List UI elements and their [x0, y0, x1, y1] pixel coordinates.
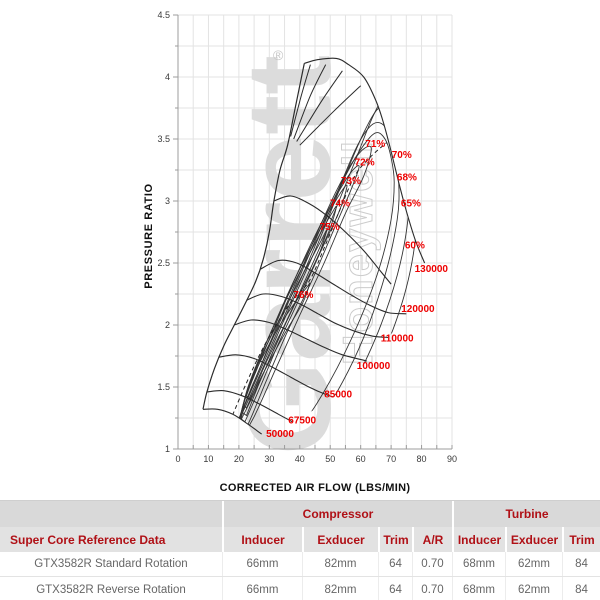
efficiency-contour-75pct: [243, 229, 328, 409]
honeywell-watermark: Honeywell: [334, 139, 381, 365]
table-cell-r1c0: GTX3582R Reverse Rotation: [36, 583, 186, 596]
speed-line-125000: [273, 195, 392, 285]
table-cell-r0c1: 66mm: [222, 552, 302, 576]
svg-text:70: 70: [386, 454, 396, 464]
table-header-row: Super Core Reference Data Inducer Exducer T…: [0, 527, 600, 552]
chart-label-71pct: 71%: [365, 139, 385, 150]
column-header-0: Super Core Reference Data: [10, 532, 166, 547]
speed-line-110000: [246, 293, 389, 338]
chart-label-76pct: 76%: [293, 290, 313, 301]
column-header-7: Trim: [562, 527, 600, 552]
speed-line-segment: [296, 70, 343, 142]
chart-label-72pct: 72%: [355, 158, 375, 169]
chart-label-73pct: 73%: [341, 176, 361, 187]
table-cell-r1c4: 0.70: [412, 577, 452, 600]
table-group-header-row: Compressor Turbine: [0, 501, 600, 527]
chart-label-110000: 110000: [381, 334, 414, 345]
chart-label-50000: 50000: [266, 429, 294, 440]
chart-label-100000: 100000: [357, 361, 391, 372]
efficiency-contour-73pct: [239, 184, 348, 423]
speed-line-120000: [259, 259, 407, 315]
svg-text:3.5: 3.5: [157, 134, 170, 144]
group-header-turbine: Turbine: [452, 501, 600, 527]
speed-line-67500: [206, 390, 293, 423]
table-cell-r1c6: 62mm: [505, 577, 562, 600]
registered-mark-icon: ®: [273, 47, 284, 63]
table-cell-r0c0: GTX3582R Standard Rotation: [34, 558, 188, 570]
speed-line-segment: [293, 64, 327, 140]
svg-text:30: 30: [264, 454, 274, 464]
tick-labels: 0 10 20 30 40 50 60 70 80 90 1 1.5 2 2.5 3 3.5 4 4.5: [157, 10, 457, 464]
table-row: GTX3582R Standard Rotation 66mm 82mm 64 0.70…: [0, 552, 600, 577]
chart-label-75pct: 75%: [320, 222, 340, 233]
speed-line-segment: [290, 64, 311, 137]
chart-label-70pct: 70%: [392, 150, 412, 161]
compressor-map-chart: Garrett Honeywell ® 0 10 20 30 40 50 60 70 80 90 1 1.5…: [143, 10, 457, 494]
peak-efficiency-dashed-line: [229, 142, 387, 422]
column-header-6: Exducer: [505, 527, 562, 552]
efficiency-contour-70pct: [239, 132, 395, 435]
table-cell-r0c3: 64: [378, 552, 412, 576]
table-cell-r1c5: 68mm: [452, 577, 505, 600]
table-cell-r1c1: 66mm: [222, 577, 302, 600]
table-cell-r0c7: 84: [562, 552, 600, 576]
efficiency-contour-74pct: [240, 205, 337, 417]
table-cell-r0c5: 68mm: [452, 552, 505, 576]
svg-text:90: 90: [447, 454, 457, 464]
column-header-3: Trim: [378, 527, 412, 552]
chart-label-85000: 85000: [324, 389, 352, 400]
svg-text:10: 10: [203, 454, 213, 464]
group-header-spacer: [0, 501, 222, 527]
table-cell-r1c2: 82mm: [302, 577, 378, 600]
svg-text:2: 2: [165, 320, 170, 330]
speed-line-100000: [234, 319, 367, 362]
svg-text:40: 40: [295, 454, 305, 464]
svg-text:3: 3: [165, 196, 170, 206]
group-header-compressor: Compressor: [222, 501, 452, 527]
table-cell-r1c3: 64: [378, 577, 412, 600]
speed-line-segment: [299, 85, 362, 146]
table-cell-r0c4: 0.70: [412, 552, 452, 576]
chart-label-130000: 130000: [415, 264, 449, 275]
chart-label-120000: 120000: [401, 304, 435, 315]
surge-line: [202, 63, 305, 410]
svg-text:50: 50: [325, 454, 335, 464]
speed-line-130000: [304, 57, 426, 264]
axes: [173, 14, 453, 450]
column-header-5: Inducer: [452, 527, 505, 552]
speed-line-85000: [219, 354, 334, 398]
svg-text:4: 4: [165, 72, 170, 82]
column-header-1: Inducer: [222, 527, 302, 552]
chart-label-74pct: 74%: [330, 198, 350, 209]
svg-text:0: 0: [175, 454, 180, 464]
column-header-4: A/R: [412, 527, 452, 552]
table-cell-r1c7: 84: [562, 577, 600, 600]
svg-text:80: 80: [417, 454, 427, 464]
svg-text:1.5: 1.5: [157, 382, 170, 392]
table-row: GTX3582R Reverse Rotation 66mm 82mm 64 0.70 6…: [0, 577, 600, 600]
svg-text:60: 60: [356, 454, 366, 464]
table-cell-r0c2: 82mm: [302, 552, 378, 576]
efficiency-contour-76pct: [245, 282, 311, 401]
svg-text:1: 1: [165, 444, 170, 454]
svg-text:4.5: 4.5: [157, 10, 170, 20]
chart-label-60pct: 60%: [405, 241, 425, 252]
svg-text:20: 20: [234, 454, 244, 464]
chart-label-67500: 67500: [288, 415, 316, 426]
efficiency-contour-71pct: [238, 145, 372, 435]
speed-lines: [202, 57, 426, 435]
chart-label-68pct: 68%: [397, 172, 417, 183]
svg-text:2.5: 2.5: [157, 258, 170, 268]
chart-label-65pct: 65%: [401, 198, 421, 209]
speed-line-50000: [202, 408, 263, 435]
super-core-reference-table: Compressor Turbine Super Core Reference Da…: [0, 500, 600, 600]
x-axis-title: CORRECTED AIR FLOW (LBS/MIN): [219, 482, 411, 494]
chart-value-labels: 71% 70% 72% 68% 73% 74% 65% 75% 60% 76% 130000 1200…: [266, 139, 448, 440]
column-header-2: Exducer: [302, 527, 378, 552]
table-cell-r0c6: 62mm: [505, 552, 562, 576]
